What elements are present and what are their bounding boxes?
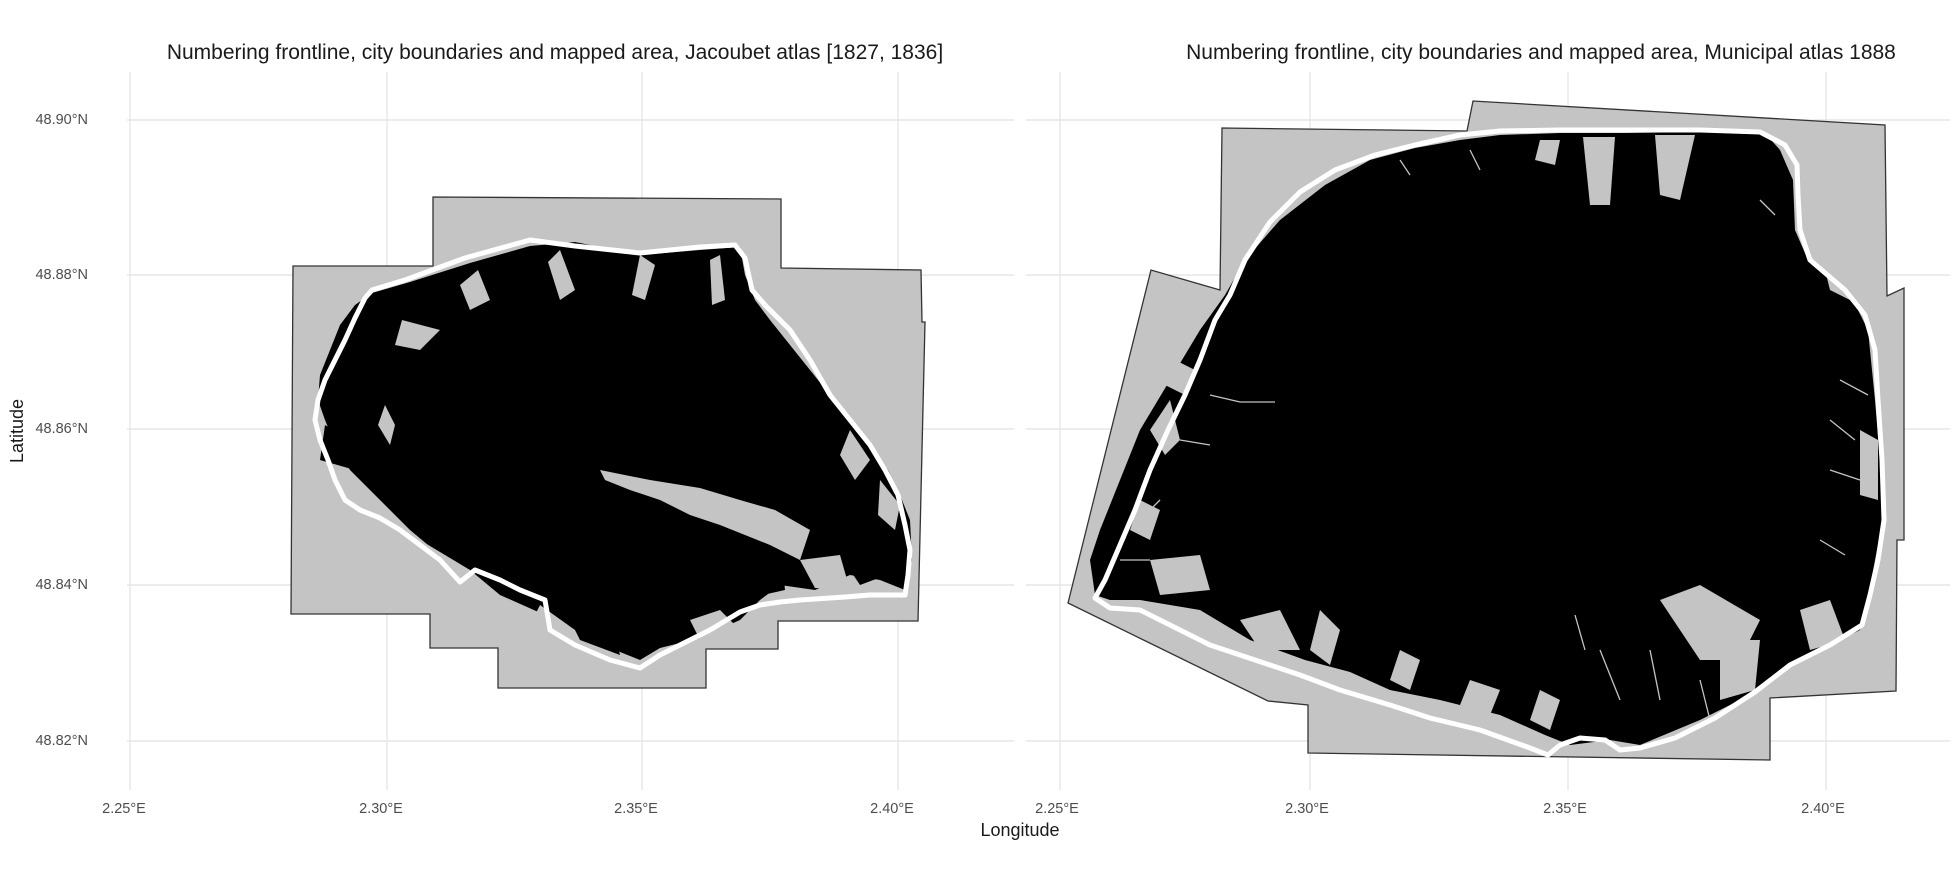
left-x-tick-labels: 2.25°E 2.30°E 2.35°E 2.40°E [102, 801, 914, 817]
left-panel: Numbering frontline, city boundaries and… [127, 41, 1014, 790]
right-panel: Numbering frontline, city boundaries and… [1026, 41, 1950, 790]
x-tick-label: 2.40°E [1801, 801, 1845, 817]
x-tick-label: 2.35°E [1543, 801, 1587, 817]
right-numbering-frontline [1092, 127, 1887, 758]
left-numbering-frontline [312, 237, 913, 671]
x-tick-label: 2.30°E [1285, 801, 1329, 817]
y-tick-label: 48.82°N [35, 733, 88, 749]
right-mapped-area [1090, 132, 1883, 745]
right-mapped-fringe [1120, 149, 1869, 721]
y-tick-labels: 48.90°N 48.88°N 48.86°N 48.84°N 48.82°N [35, 112, 88, 749]
y-axis-title: Latitude [7, 399, 27, 463]
y-tick-label: 48.88°N [35, 267, 88, 283]
y-tick-label: 48.90°N [35, 112, 88, 128]
right-panel-title: Numbering frontline, city boundaries and… [1186, 41, 1896, 64]
y-tick-label: 48.84°N [35, 577, 88, 593]
right-x-tick-labels: 2.25°E 2.30°E 2.35°E 2.40°E [1035, 801, 1845, 817]
x-tick-label: 2.30°E [359, 801, 403, 817]
left-mapped-area [318, 242, 912, 660]
x-axis-title: Longitude [980, 820, 1059, 840]
x-tick-label: 2.25°E [102, 801, 146, 817]
x-tick-label: 2.40°E [870, 801, 914, 817]
left-panel-title: Numbering frontline, city boundaries and… [167, 41, 943, 64]
x-tick-label: 2.25°E [1035, 801, 1079, 817]
x-tick-label: 2.35°E [614, 801, 658, 817]
y-tick-label: 48.86°N [35, 421, 88, 437]
